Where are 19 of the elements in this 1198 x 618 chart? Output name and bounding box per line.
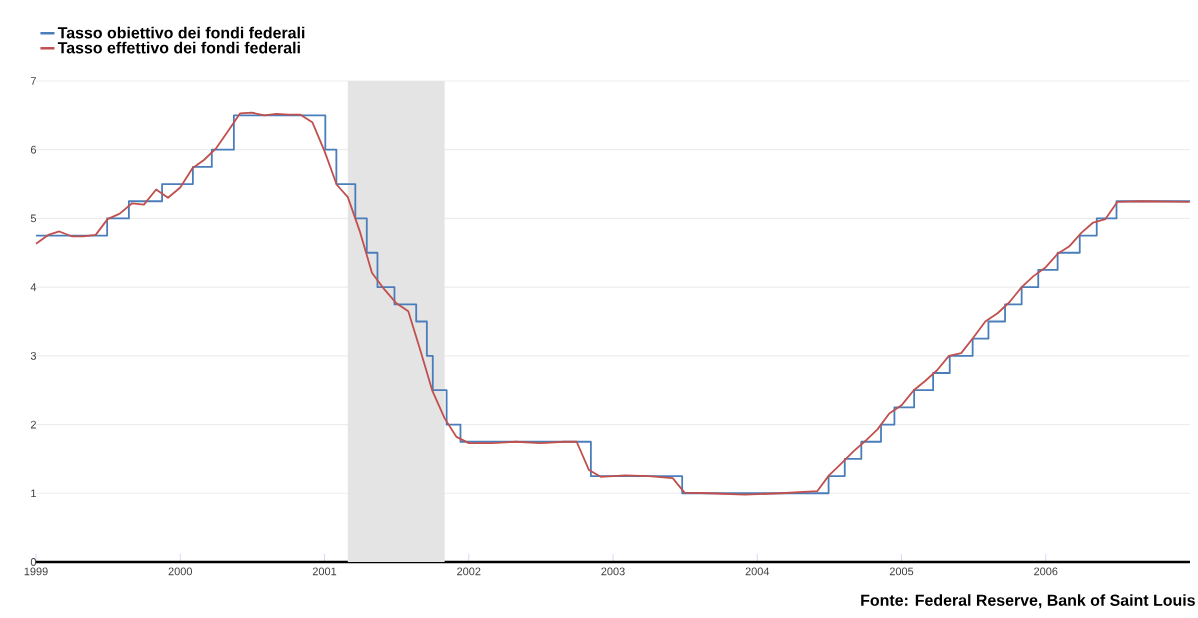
x-tick-label: 2001 bbox=[312, 567, 337, 576]
y-tick-label: 2 bbox=[30, 420, 36, 429]
y-tick-label: 0 bbox=[30, 558, 37, 566]
y-tick-label: 7 bbox=[30, 77, 36, 85]
y-tick-label: 1 bbox=[31, 489, 36, 498]
x-tick-label: 2000 bbox=[168, 567, 193, 576]
x-tick-label: 2003 bbox=[601, 567, 625, 576]
x-tick-label: 2002 bbox=[457, 567, 481, 576]
legend-label: Tasso obiettivo dei fondi federali bbox=[57, 26, 305, 39]
y-tick-label: 6 bbox=[30, 145, 36, 154]
source-note: Fonte: Federal Reserve, Bank of Saint Louis bbox=[861, 594, 1195, 609]
legend-label: Tasso effettivo dei fondi federali bbox=[57, 41, 300, 54]
x-tick-label: 2006 bbox=[1034, 567, 1058, 576]
y-tick-label: 3 bbox=[30, 351, 36, 360]
x-tick-label: 1999 bbox=[24, 567, 48, 576]
x-tick-label: 2004 bbox=[745, 567, 770, 576]
y-tick-label: 4 bbox=[30, 283, 37, 291]
x-tick-label: 2005 bbox=[889, 567, 914, 576]
y-tick-label: 5 bbox=[30, 214, 37, 223]
